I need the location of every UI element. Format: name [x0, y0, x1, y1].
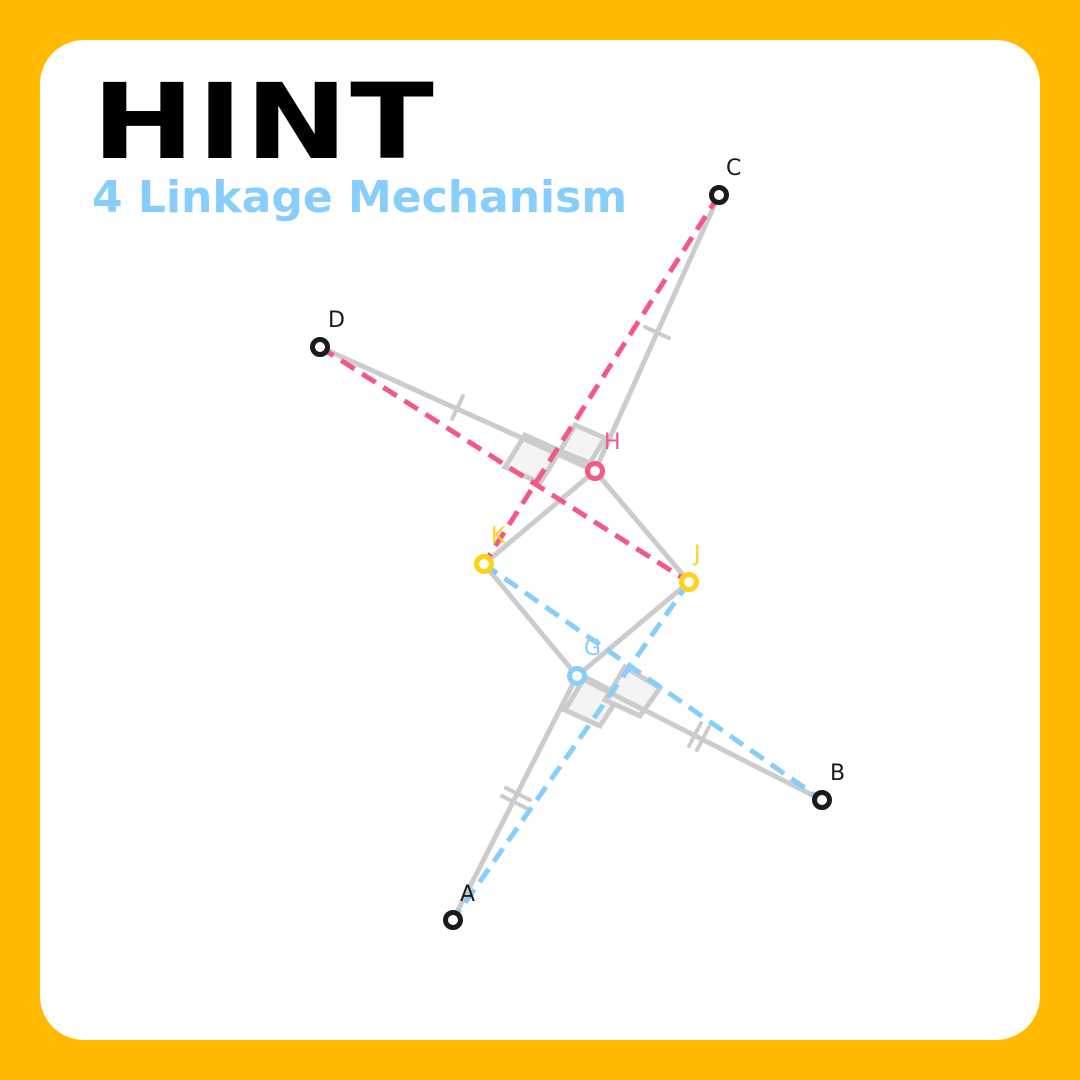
- card: [40, 40, 1040, 1040]
- equal-length-ticks: [450, 325, 711, 810]
- point-d: [310, 337, 330, 357]
- dashed-j-a: [450, 580, 692, 922]
- label-b: B: [830, 761, 845, 786]
- label-h: H: [604, 430, 621, 455]
- dashed-k-b: [482, 561, 824, 803]
- point-b: [812, 790, 832, 810]
- point-labels: A B C D H K J G: [328, 156, 845, 907]
- point-j: [679, 572, 699, 592]
- pink-dashed-lines: [318, 193, 722, 585]
- tick-a-bar-1: [500, 794, 528, 810]
- dashed-c-k: [481, 193, 722, 566]
- label-a: A: [460, 882, 475, 907]
- point-k: [474, 554, 494, 574]
- dashed-d-j: [318, 344, 691, 585]
- joints: [310, 185, 832, 930]
- label-d: D: [328, 308, 345, 333]
- point-a: [443, 910, 463, 930]
- right-angle-marker-c: [556, 421, 609, 467]
- label-k: K: [491, 524, 506, 549]
- label-c: C: [726, 156, 741, 181]
- tick-b-bar-1: [687, 721, 703, 748]
- blue-dashed-lines: [450, 561, 824, 922]
- bar-a-g: [450, 673, 580, 923]
- bar-h-j: [592, 468, 692, 585]
- label-g: G: [584, 636, 601, 661]
- page-title: HINT: [92, 61, 437, 183]
- tick-d-bar: [450, 394, 465, 421]
- bar-j-g: [574, 579, 692, 679]
- label-j: J: [692, 542, 701, 567]
- point-g: [567, 666, 587, 686]
- bar-k-g: [481, 561, 580, 679]
- tick-a-bar-2: [504, 786, 532, 802]
- bar-h-k: [481, 468, 598, 567]
- bar-b-g: [574, 673, 825, 803]
- linkage-bars: [317, 192, 825, 923]
- page-subtitle: 4 Linkage Mechanism: [92, 172, 628, 223]
- point-c: [709, 185, 729, 205]
- tick-b-bar-2: [695, 725, 711, 752]
- point-h: [585, 461, 605, 481]
- tick-c-bar: [643, 325, 671, 340]
